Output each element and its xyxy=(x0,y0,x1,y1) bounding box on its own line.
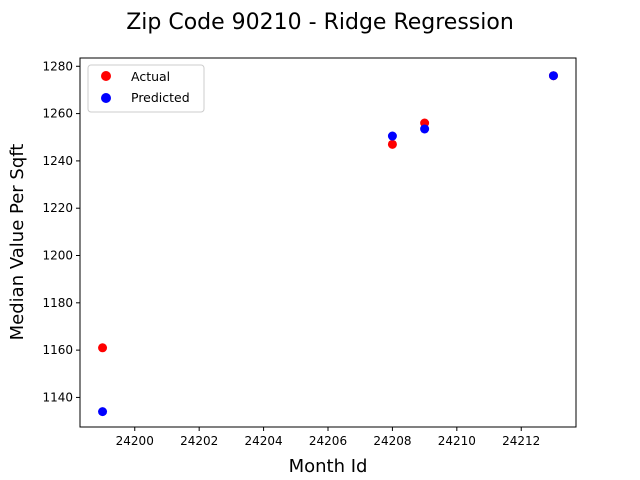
chart-title: Zip Code 90210 - Ridge Regression xyxy=(126,10,514,35)
legend-marker-predicted xyxy=(101,93,111,103)
y-axis-ticks: 1140 1160 1180 1200 1220 1240 1260 1280 xyxy=(42,59,80,404)
legend: Actual Predicted xyxy=(87,64,205,113)
x-tick-label: 24200 xyxy=(116,434,154,448)
y-tick-label: 1220 xyxy=(42,201,73,215)
y-tick-label: 1160 xyxy=(42,343,73,357)
data-point-predicted xyxy=(420,124,430,134)
x-tick-label: 24206 xyxy=(309,434,347,448)
x-tick-label: 24208 xyxy=(373,434,411,448)
data-point-predicted xyxy=(98,407,108,417)
data-point-actual xyxy=(98,343,108,353)
plot-area xyxy=(79,57,577,428)
x-tick-label: 24202 xyxy=(180,434,218,448)
data-point-predicted xyxy=(387,131,397,141)
legend-label-actual: Actual xyxy=(131,69,170,84)
y-tick-label: 1280 xyxy=(42,59,73,73)
y-tick-label: 1240 xyxy=(42,154,73,168)
x-tick-label: 24212 xyxy=(502,434,540,448)
x-axis-ticks: 24200 24202 24204 24206 24208 24210 24212 xyxy=(116,427,540,448)
x-axis-label: Month Id xyxy=(289,456,368,477)
y-tick-label: 1260 xyxy=(42,107,73,121)
y-tick-label: 1140 xyxy=(42,390,73,404)
y-tick-label: 1180 xyxy=(42,296,73,310)
legend-box xyxy=(87,64,205,113)
legend-label-predicted: Predicted xyxy=(131,90,190,105)
data-point-predicted xyxy=(548,71,558,81)
data-points xyxy=(98,71,558,417)
y-tick-label: 1200 xyxy=(42,249,73,263)
data-point-actual xyxy=(387,139,397,149)
x-tick-label: 24210 xyxy=(438,434,476,448)
legend-marker-actual xyxy=(101,71,111,81)
y-axis-label: Median Value Per Sqft xyxy=(7,144,28,341)
x-tick-label: 24204 xyxy=(244,434,282,448)
